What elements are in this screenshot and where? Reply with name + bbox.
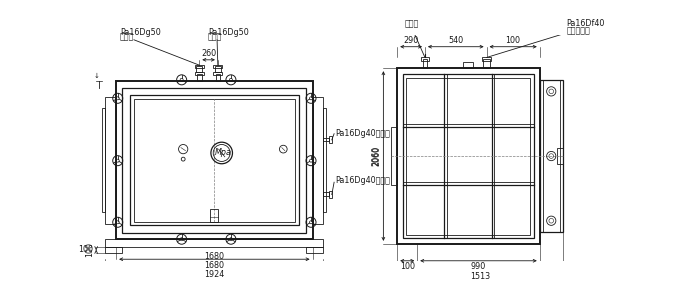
Bar [542,80,560,232]
Bar [398,68,540,244]
Bar [195,65,204,67]
Text: 排气口: 排气口 [120,32,134,41]
Bar [122,88,307,233]
Bar [214,65,223,67]
Text: 1680: 1680 [204,261,224,270]
Text: 2060: 2060 [371,146,380,166]
Bar [196,66,202,72]
Bar [329,136,332,143]
Text: 2060: 2060 [373,146,382,166]
Bar [195,72,204,75]
Text: 100: 100 [78,246,93,255]
Bar [463,62,473,68]
Text: 290: 290 [403,36,419,45]
Bar [307,247,323,253]
Bar [130,95,299,225]
Text: Pa16Dg40排污口: Pa16Dg40排污口 [336,129,391,138]
Bar [484,59,490,68]
Bar [402,74,534,239]
Text: 990: 990 [471,262,486,271]
Bar [215,66,221,72]
Bar [216,74,220,81]
Bar [423,59,427,68]
Text: 1680: 1680 [204,252,225,261]
Text: Pa16Dg50: Pa16Dg50 [120,28,161,37]
Text: Mpa: Mpa [215,149,232,157]
Text: Pa16Df40: Pa16Df40 [567,19,605,28]
Bar [116,81,312,239]
Bar [106,247,122,253]
Bar [323,108,326,212]
Bar [210,209,218,222]
Text: 100: 100 [400,262,415,271]
Text: 100: 100 [85,243,94,258]
Bar [482,57,491,61]
Bar [197,74,202,81]
Text: 消毒口: 消毒口 [208,32,222,41]
Text: Pa16Dg40疏水口: Pa16Dg40疏水口 [336,176,391,185]
Text: 安全阀: 安全阀 [405,19,419,28]
Text: 260: 260 [201,49,216,58]
Text: ↓: ↓ [93,73,99,79]
Bar [106,239,323,247]
Bar [421,57,429,61]
Bar [407,78,531,235]
Text: Pa16Dg50: Pa16Dg50 [208,28,248,37]
Bar [556,148,563,164]
Bar [540,80,563,232]
Bar [323,138,330,142]
Text: 蒸汽进气口: 蒸汽进气口 [567,26,590,35]
Text: 1924: 1924 [204,270,224,279]
Bar [323,192,330,196]
Bar [312,97,323,224]
Text: 100: 100 [505,36,521,45]
Bar [134,99,295,222]
Text: 540: 540 [448,36,463,45]
Text: 1513: 1513 [470,272,490,281]
Bar [106,97,116,224]
Bar [391,127,398,185]
Bar [102,108,106,212]
Bar [329,191,332,198]
Bar [214,72,223,75]
